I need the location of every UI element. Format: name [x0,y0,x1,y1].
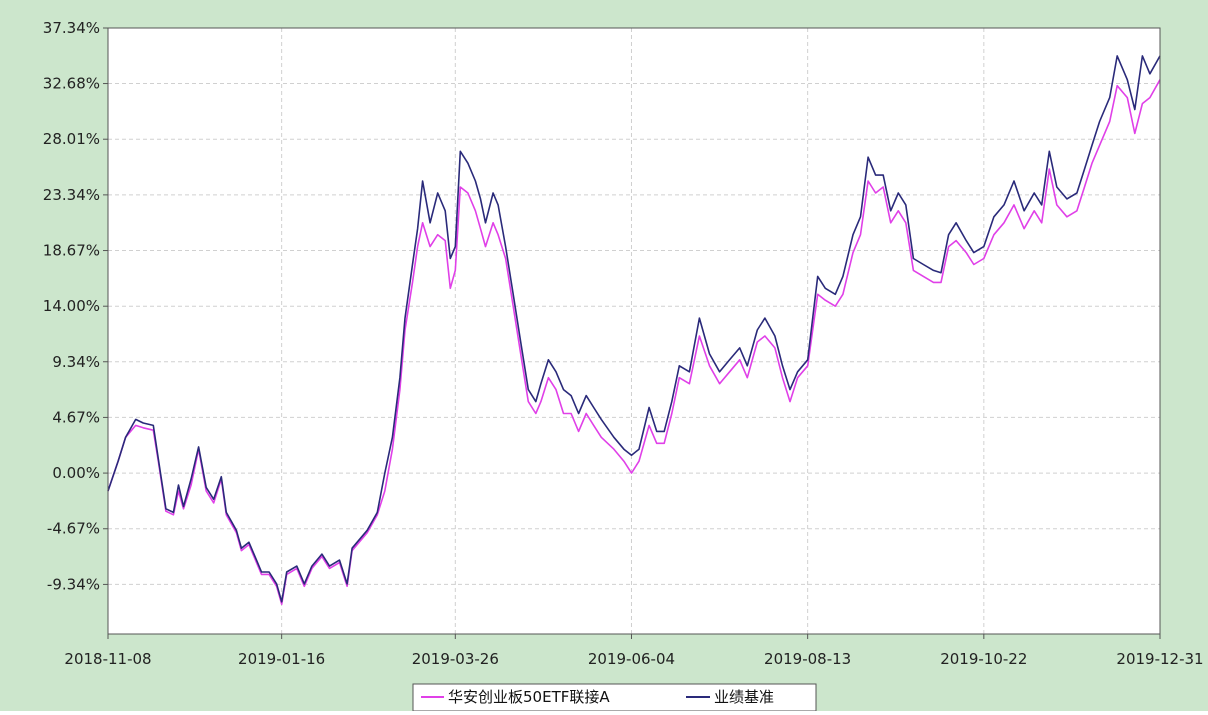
y-tick-label: 9.34% [52,353,100,371]
y-tick-label: 0.00% [52,464,100,482]
y-tick-label: 18.67% [43,242,100,260]
x-axis: 2018-11-08 2019-01-16 2019-03-26 2019-06-04… [64,634,1204,668]
x-tick-label: 2018-11-08 [64,650,151,668]
y-tick-label: -4.67% [47,520,100,538]
y-tick-label: 37.34% [43,19,100,37]
y-tick-label: -9.34% [47,575,100,593]
x-tick-label: 2019-03-26 [412,650,499,668]
x-tick-label: 2019-08-13 [764,650,851,668]
legend-label-benchmark: 业绩基准 [714,688,774,706]
x-tick-label: 2019-10-22 [940,650,1027,668]
y-tick-label: 23.34% [43,186,100,204]
series-layer [107,55,1161,606]
plot-border [107,27,1161,635]
series-line-benchmark [107,55,1161,603]
legend: 华安创业板50ETF联接A 业绩基准 [412,683,817,712]
y-tick-label: 32.68% [43,75,100,93]
series-line-fund [107,79,1161,606]
x-tick-label: 2019-12-31 [1116,650,1203,668]
x-tick-label: 2019-01-16 [238,650,325,668]
y-tick-label: 28.01% [43,130,100,148]
grid-lines [108,28,1160,634]
x-tick-label: 2019-06-04 [588,650,675,668]
legend-box [412,683,817,712]
y-tick-label: 14.00% [43,297,100,315]
y-axis: 37.34% 32.68% 28.01% 23.34% 18.67% 14.00% 9.34… [43,19,108,593]
y-tick-label: 4.67% [52,408,100,426]
plot-area [108,28,1160,634]
legend-label-fund: 华安创业板50ETF联接A [448,688,610,706]
